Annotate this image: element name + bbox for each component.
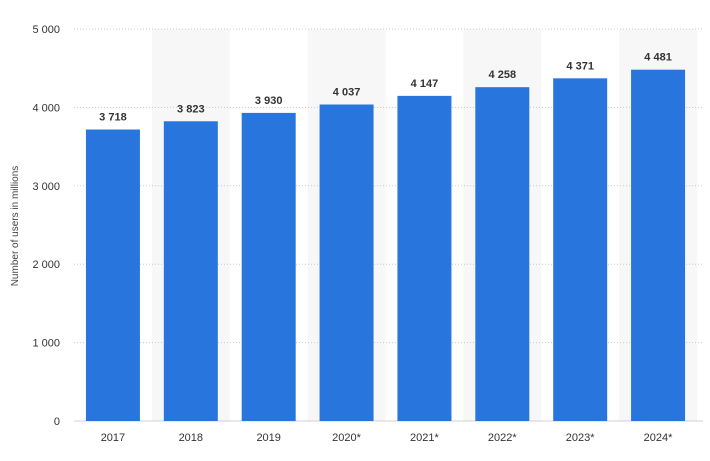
bar[interactable] [163,121,218,422]
x-tick-label: 2024* [644,432,673,444]
data-label: 4 147 [411,78,439,90]
y-tick-label: 0 [54,416,60,428]
bar[interactable] [397,95,452,422]
x-tick-label: 2020* [332,432,361,444]
y-axis-title: Number of users in millions [10,166,21,287]
data-label: 3 718 [99,112,127,124]
bar[interactable] [553,78,608,421]
y-tick-label: 2 000 [32,259,60,271]
bar[interactable] [319,104,374,421]
x-tick-label: 2017 [101,432,125,444]
y-axis-ticks: 0 1 000 2 000 3 000 4 000 5 000 [32,24,60,428]
data-label: 4 481 [644,52,672,64]
x-tick-label: 2018 [179,432,203,444]
data-label: 4 258 [489,69,517,81]
y-tick-label: 1 000 [32,338,60,350]
x-tick-label: 2022* [488,432,517,444]
y-tick-label: 3 000 [32,181,60,193]
data-label: 3 930 [255,95,283,107]
x-tick-label: 2019 [256,432,280,444]
bar[interactable] [631,69,686,421]
data-labels: 3 718 3 823 3 930 4 037 4 147 4 258 4 371 4 481 [99,52,672,124]
data-label: 3 823 [177,103,205,115]
bar[interactable] [85,129,140,422]
data-label: 4 037 [333,86,361,98]
y-tick-label: 4 000 [32,102,60,114]
data-label: 4 371 [566,60,594,72]
x-tick-label: 2021* [410,432,439,444]
bar[interactable] [241,112,296,421]
x-axis-ticks: 2017 2018 2019 2020* 2021* 2022* 2023* 2024* [101,432,673,444]
x-tick-label: 2023* [566,432,595,444]
y-tick-label: 5 000 [32,24,60,36]
bar[interactable] [475,87,530,422]
bars [85,69,686,422]
